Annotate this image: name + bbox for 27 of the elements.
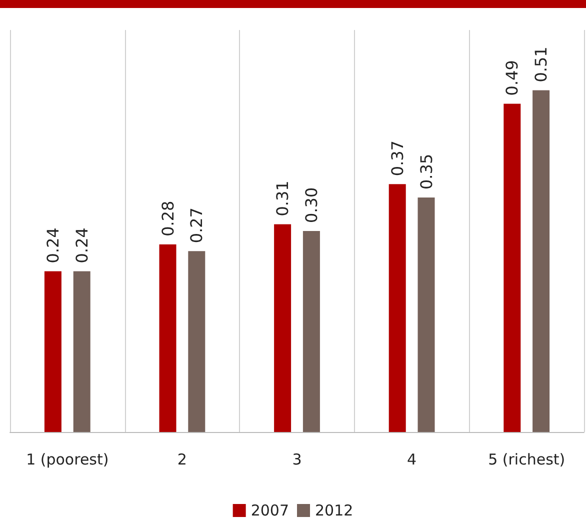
bar	[302, 231, 320, 432]
data-label: 0.35	[416, 154, 436, 190]
bar	[504, 104, 521, 432]
bar	[159, 244, 176, 432]
data-label: 0.37	[388, 140, 407, 176]
data-label: 0.27	[187, 207, 206, 244]
x-tick-label: 5 (richest)	[488, 450, 566, 468]
data-label: 0.51	[532, 46, 551, 82]
data-label: 0.49	[502, 60, 522, 96]
data-label: 0.31	[273, 180, 292, 216]
bar	[532, 90, 550, 432]
bar	[418, 198, 435, 432]
x-tick-label: 1 (poorest)	[26, 450, 109, 468]
bar	[73, 271, 90, 432]
data-label: 0.24	[72, 228, 92, 264]
legend-label: 2012	[315, 502, 354, 520]
x-tick-label: 3	[292, 450, 302, 468]
legend-label: 2007	[250, 502, 290, 520]
x-tick-label: 2	[177, 450, 187, 468]
x-tick-label: 4	[407, 450, 417, 468]
bar	[44, 271, 62, 432]
bar	[388, 184, 406, 432]
data-label: 0.28	[158, 200, 178, 236]
bar	[188, 251, 206, 432]
data-label: 0.30	[302, 187, 321, 223]
bar	[274, 224, 292, 432]
data-label: 0.24	[43, 228, 62, 264]
